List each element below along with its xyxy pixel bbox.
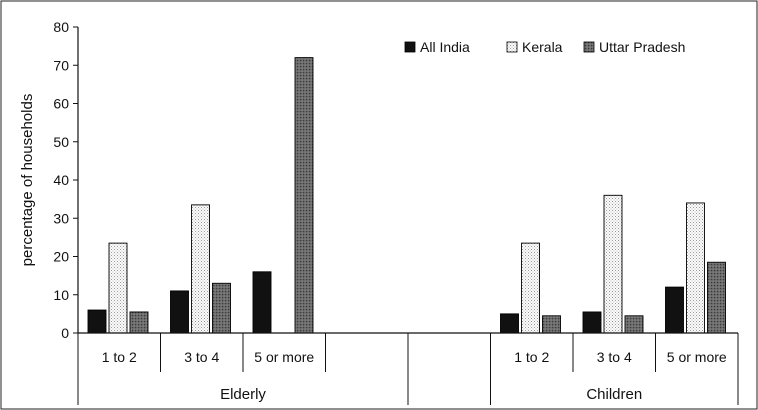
y-axis-title: percentage of households xyxy=(19,94,36,267)
y-tick-label: 10 xyxy=(53,287,69,303)
legend-label-uttar-pradesh: Uttar Pradesh xyxy=(599,39,685,55)
bar-all-india-7 xyxy=(665,286,684,334)
group-label-children: Children xyxy=(586,386,642,403)
x-tick-label: 1 to 2 xyxy=(514,349,549,365)
bar-kerala-6 xyxy=(603,194,623,334)
y-tick-label: 70 xyxy=(53,57,69,73)
bar-uttar-pradesh-0 xyxy=(129,311,149,334)
y-tick-label: 0 xyxy=(61,325,69,341)
bar-uttar-pradesh-6 xyxy=(624,315,644,334)
legend-label-all-india: All India xyxy=(420,39,470,55)
x-tick-label: 3 to 4 xyxy=(597,349,632,365)
bar-all-india-6 xyxy=(582,311,602,334)
x-tick-label: 5 or more xyxy=(254,349,314,365)
bar-kerala-1 xyxy=(191,204,210,334)
bar-uttar-pradesh-7 xyxy=(707,261,726,334)
bar-kerala-0 xyxy=(108,242,128,334)
x-tick-label: 1 to 2 xyxy=(102,349,137,365)
bar-kerala-5 xyxy=(521,242,540,334)
bar-all-india-0 xyxy=(87,309,107,334)
x-tick-label: 3 to 4 xyxy=(184,349,219,365)
bar-all-india-5 xyxy=(500,313,519,334)
y-tick-label: 20 xyxy=(53,249,69,265)
legend-swatch-kerala xyxy=(506,41,518,53)
bar-all-india-1 xyxy=(170,290,189,334)
y-tick-label: 60 xyxy=(53,96,69,112)
y-tick-label: 80 xyxy=(53,19,69,35)
y-tick-label: 30 xyxy=(53,210,69,226)
bar-uttar-pradesh-2 xyxy=(294,57,314,334)
y-tick-label: 50 xyxy=(53,134,69,150)
bar-all-india-2 xyxy=(252,271,272,334)
legend-swatch-all-india xyxy=(404,41,416,53)
bar-uttar-pradesh-5 xyxy=(542,315,561,334)
x-tick-label: 5 or more xyxy=(667,349,727,365)
y-tick-label: 40 xyxy=(53,172,69,188)
legend: All India Kerala Uttar Pradesh xyxy=(404,39,685,55)
legend-swatch-uttar-pradesh xyxy=(583,41,595,53)
bar-kerala-7 xyxy=(686,202,705,334)
bar-uttar-pradesh-1 xyxy=(212,282,231,334)
legend-label-kerala: Kerala xyxy=(522,39,563,55)
group-label-elderly: Elderly xyxy=(220,386,266,403)
